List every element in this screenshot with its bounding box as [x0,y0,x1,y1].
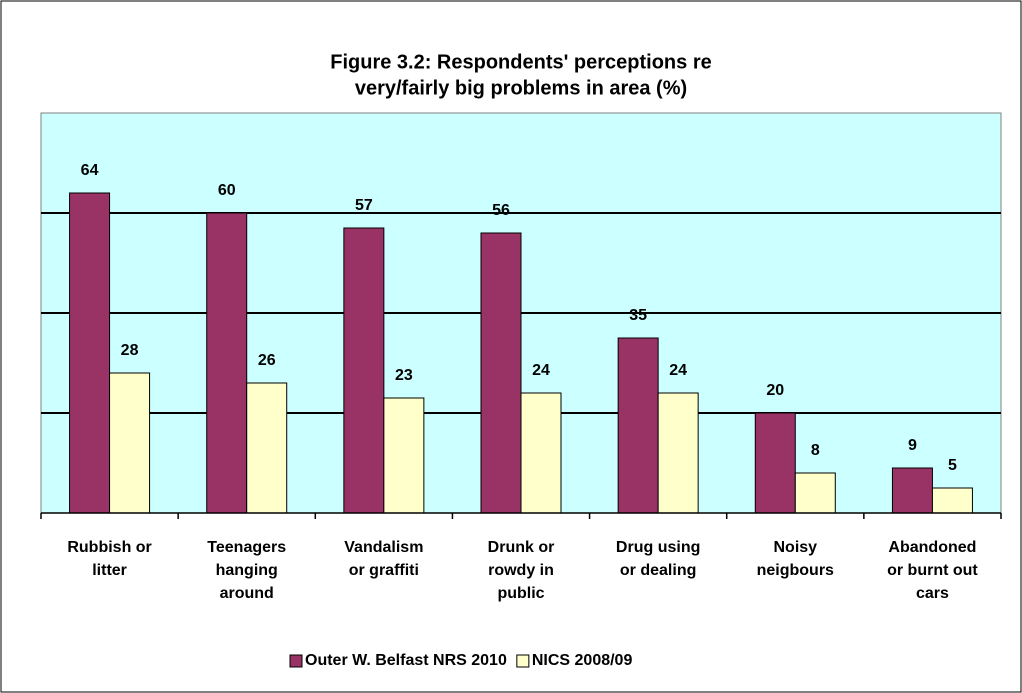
x-tick-label: Teenagers [207,539,286,556]
bar [383,397,425,514]
chart-title: Figure 3.2: Respondents' perceptions re [330,51,712,73]
bar [617,337,659,514]
bar [520,392,562,514]
x-tick-label: rowdy in [488,562,554,579]
x-tick-label: hanging [216,562,278,579]
data-label: 24 [532,362,550,379]
data-label: 28 [121,342,139,359]
data-label: 60 [218,182,236,199]
x-tick-label: Rubbish or [67,539,151,556]
data-label: 20 [766,382,784,399]
x-tick-label: public [497,585,544,602]
x-tick-label: around [220,585,274,602]
bar [657,392,699,514]
bar [891,467,933,514]
bar [480,232,522,514]
bar [931,487,973,514]
x-tick-label: Abandoned [888,539,976,556]
legend-swatch [516,654,530,668]
data-label: 26 [258,352,276,369]
legend-label: NICS 2008/09 [532,652,633,669]
bar [343,227,385,514]
x-tick-label: or graffiti [349,562,419,579]
bar [109,372,151,514]
x-tick-label: cars [916,585,949,602]
x-tick-label: or burnt out [887,562,978,579]
legend-label: Outer W. Belfast NRS 2010 [305,652,507,669]
x-tick-label: Drunk or [488,539,555,556]
legend: Outer W. Belfast NRS 2010 NICS 2008/09 [289,652,633,669]
bar [206,212,248,514]
bar [69,192,111,514]
data-label: 64 [81,162,99,179]
legend-swatch [289,654,303,668]
x-tick-label: neigbours [757,562,834,579]
data-label: 24 [669,362,687,379]
bar [794,472,836,514]
data-label: 8 [811,442,820,459]
x-tick-label: Drug using [616,539,700,556]
x-tick-label: litter [92,562,127,579]
chart-title: very/fairly big problems in area (%) [355,77,687,99]
x-tick-label: Vandalism [344,539,423,556]
data-label: 5 [948,457,957,474]
data-label: 56 [492,202,510,219]
data-label: 35 [629,307,647,324]
data-label: 23 [395,367,413,384]
x-tick-label: or dealing [620,562,696,579]
bar [246,382,288,514]
x-tick-label: Noisy [773,539,817,556]
data-label: 57 [355,197,373,214]
bar [754,412,796,514]
data-label: 9 [908,437,917,454]
